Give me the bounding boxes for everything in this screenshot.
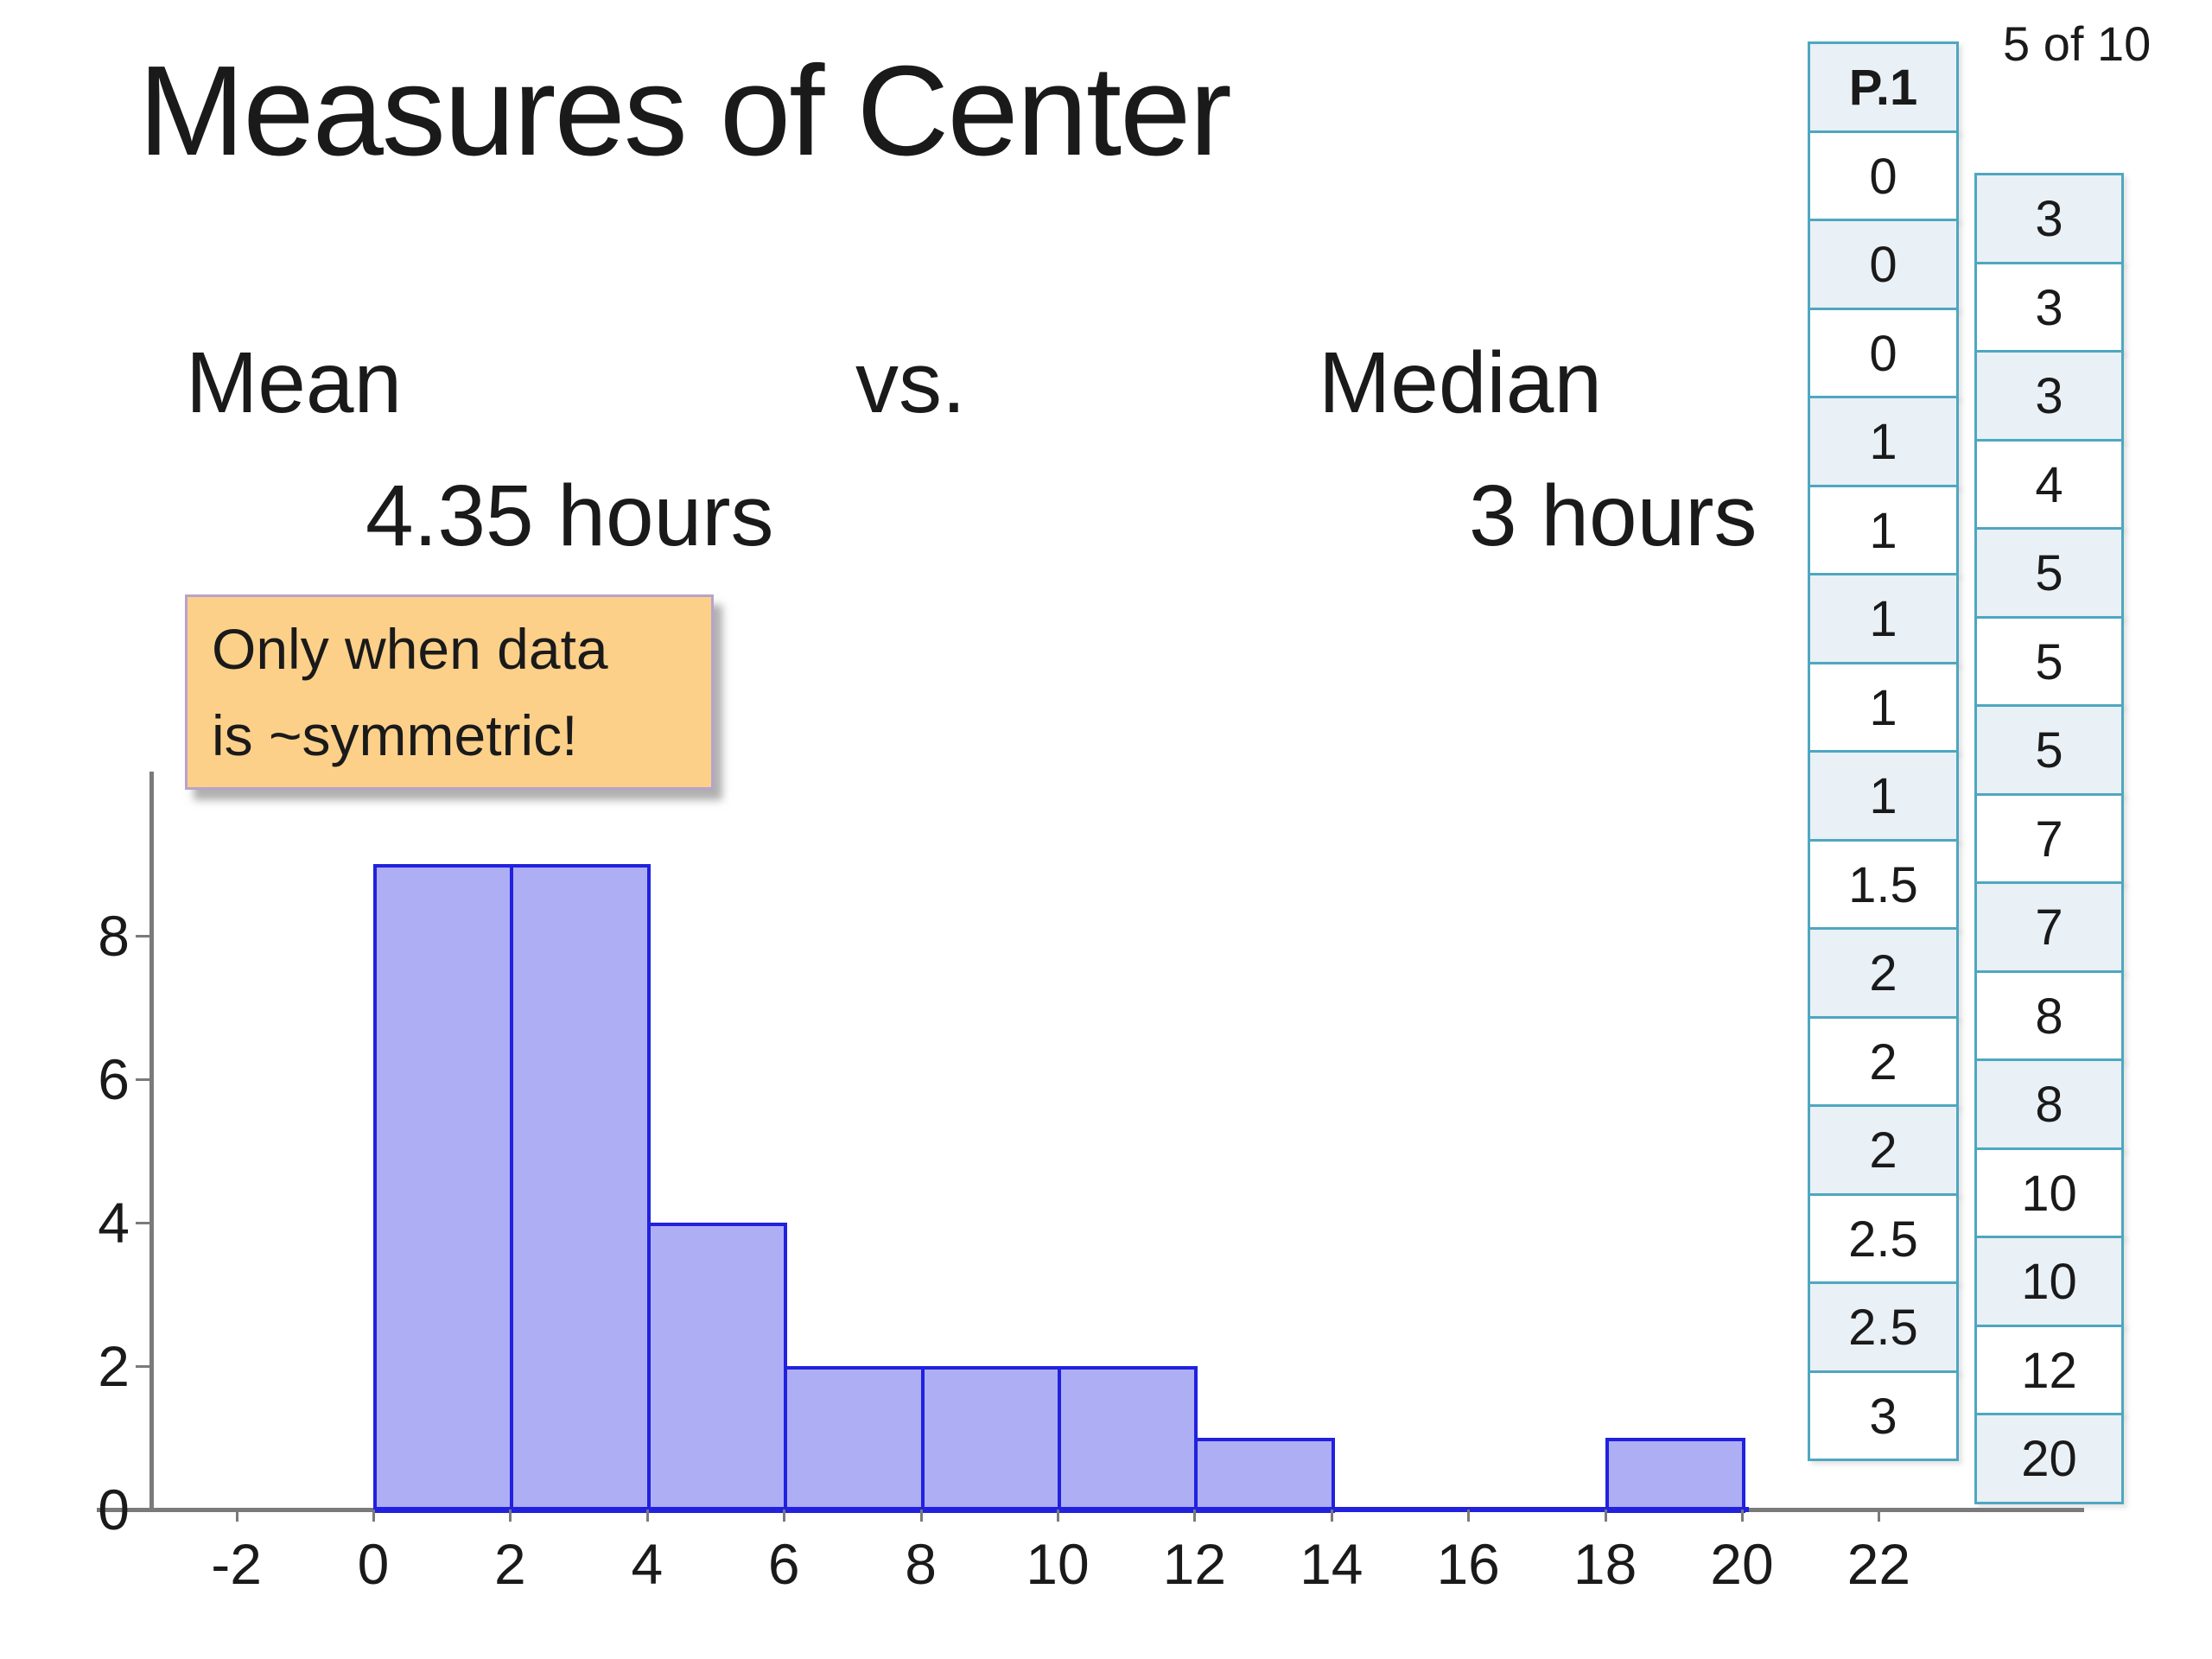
sorted-table-cell: 7 bbox=[1974, 792, 2124, 884]
histogram-bar bbox=[784, 1366, 925, 1513]
p1-table-cell: 0 bbox=[1808, 130, 1959, 221]
x-tick-mark bbox=[645, 1510, 649, 1522]
sorted-table-cell: 4 bbox=[1974, 438, 2124, 530]
y-tick-label: 6 bbox=[98, 1047, 130, 1111]
p1-table-cell: 1 bbox=[1808, 396, 1959, 487]
p1-table-cell: 2 bbox=[1808, 1104, 1959, 1196]
x-tick-label: 6 bbox=[767, 1532, 800, 1596]
x-tick-label: 12 bbox=[1162, 1532, 1227, 1596]
histogram-bar bbox=[1058, 1366, 1198, 1513]
x-tick-mark bbox=[235, 1510, 238, 1522]
p1-table-cell: 1.5 bbox=[1808, 838, 1959, 930]
p1-table-cell: 2.5 bbox=[1808, 1281, 1959, 1373]
sorted-table-cell: 20 bbox=[1974, 1413, 2124, 1504]
vs-label: vs. bbox=[855, 334, 966, 431]
histogram-bar bbox=[646, 1223, 788, 1513]
sorted-table-cell: 5 bbox=[1974, 615, 2124, 707]
p1-table-cell: 1 bbox=[1808, 661, 1959, 753]
sorted-table-cell: 10 bbox=[1974, 1236, 2124, 1327]
sorted-table-cell: 3 bbox=[1974, 173, 2124, 264]
x-tick-mark bbox=[919, 1510, 923, 1522]
p1-table-cell: 2.5 bbox=[1808, 1192, 1959, 1284]
x-tick-mark bbox=[1604, 1510, 1607, 1522]
sorted-table-cell: 10 bbox=[1974, 1147, 2124, 1238]
x-tick-label: -2 bbox=[211, 1532, 262, 1596]
y-tick-mark bbox=[136, 1078, 151, 1081]
x-tick-label: 14 bbox=[1300, 1532, 1363, 1596]
sorted-table-cell: 5 bbox=[1974, 704, 2124, 796]
p1-table-cell: 2 bbox=[1808, 927, 1959, 1019]
histogram-bar bbox=[1194, 1438, 1335, 1513]
x-tick-mark bbox=[783, 1510, 786, 1522]
x-tick-label: 22 bbox=[1847, 1532, 1911, 1596]
p1-table-cell: 3 bbox=[1808, 1370, 1959, 1461]
sorted-table-cell: 8 bbox=[1974, 969, 2124, 1061]
x-tick-mark bbox=[372, 1510, 375, 1522]
y-axis-line bbox=[149, 772, 154, 1512]
histogram-bar bbox=[373, 864, 514, 1513]
x-tick-mark bbox=[1467, 1510, 1471, 1522]
x-tick-label: 20 bbox=[1710, 1532, 1774, 1596]
median-label: Median bbox=[1319, 334, 1602, 431]
sorted-table: 3 3 3 4 5 5 5 7 7 8 8 10 10 12 20 bbox=[1974, 173, 2124, 1504]
x-tick-label: 10 bbox=[1026, 1532, 1090, 1596]
median-value: 3 hours bbox=[1469, 467, 1758, 564]
sorted-table-cell: 3 bbox=[1974, 350, 2124, 442]
p1-table-header: P.1 bbox=[1808, 41, 1959, 133]
x-tick-mark bbox=[509, 1510, 512, 1522]
x-tick-label: 8 bbox=[905, 1532, 937, 1596]
y-tick-label: 4 bbox=[98, 1191, 130, 1255]
p1-table-cell: 0 bbox=[1808, 307, 1959, 398]
x-tick-mark bbox=[1330, 1510, 1333, 1522]
x-tick-label: 16 bbox=[1436, 1532, 1500, 1596]
sorted-table-cell: 8 bbox=[1974, 1058, 2124, 1150]
histogram-bar bbox=[920, 1366, 1061, 1513]
p1-table-cell: 0 bbox=[1808, 219, 1959, 310]
x-tick-mark bbox=[1741, 1510, 1744, 1522]
x-tick-label: 0 bbox=[357, 1532, 390, 1596]
y-tick-mark bbox=[136, 1222, 151, 1224]
x-tick-label: 4 bbox=[631, 1532, 664, 1596]
y-tick-label: 2 bbox=[98, 1334, 130, 1398]
page-indicator: 5 of 10 bbox=[2003, 16, 2152, 71]
x-tick-mark bbox=[1878, 1510, 1881, 1522]
p1-table: P.1 0 0 0 1 1 1 1 1 1.5 2 2 2 2.5 2.5 3 bbox=[1808, 41, 1959, 1461]
mean-label: Mean bbox=[186, 334, 403, 431]
x-tick-mark bbox=[1193, 1510, 1197, 1522]
sorted-table-cell: 3 bbox=[1974, 261, 2124, 353]
histogram-baseline bbox=[373, 1507, 1749, 1512]
p1-table-cell: 2 bbox=[1808, 1015, 1959, 1107]
sorted-table-cell: 7 bbox=[1974, 881, 2124, 973]
p1-table-cell: 1 bbox=[1808, 750, 1959, 842]
y-tick-mark bbox=[136, 1509, 151, 1511]
callout-line-2: is ~symmetric! bbox=[212, 703, 578, 767]
mean-value: 4.35 hours bbox=[365, 467, 774, 564]
y-tick-mark bbox=[136, 935, 151, 938]
sorted-table-cell: 5 bbox=[1974, 527, 2124, 619]
histogram-bar bbox=[1605, 1438, 1745, 1513]
x-tick-label: 2 bbox=[494, 1532, 526, 1596]
p1-table-cell: 1 bbox=[1808, 484, 1959, 575]
x-tick-label: 18 bbox=[1573, 1532, 1637, 1596]
y-tick-label: 8 bbox=[98, 904, 130, 968]
x-tick-mark bbox=[1057, 1510, 1059, 1522]
sorted-table-cell: 12 bbox=[1974, 1324, 2124, 1415]
y-tick-label: 0 bbox=[98, 1478, 130, 1541]
callout-box: Only when data is ~symmetric! bbox=[185, 594, 714, 790]
p1-table-cell: 1 bbox=[1808, 573, 1959, 664]
histogram-bar bbox=[510, 864, 651, 1513]
page-title: Measures of Center bbox=[138, 40, 1232, 182]
callout-line-1: Only when data bbox=[212, 617, 608, 681]
y-tick-mark bbox=[136, 1365, 151, 1368]
